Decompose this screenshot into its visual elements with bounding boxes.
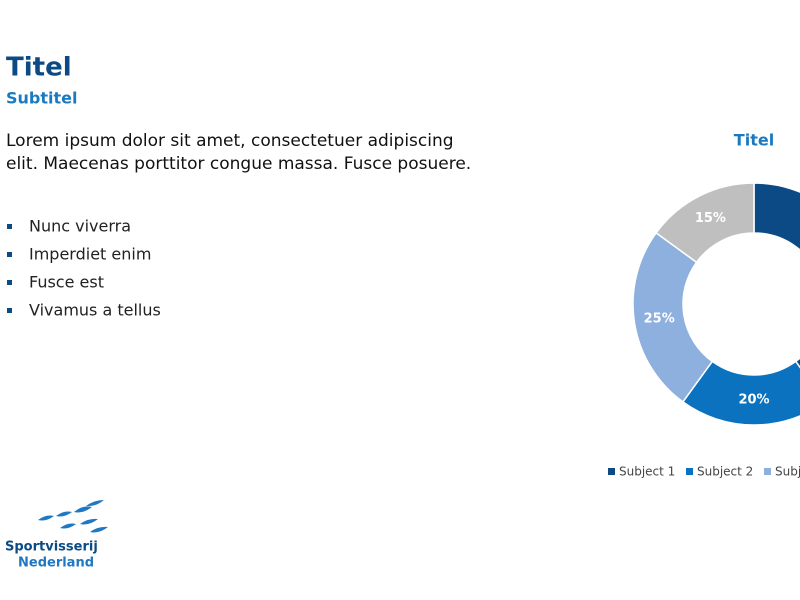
- bullet-marker: [7, 224, 12, 229]
- bullet-marker: [7, 308, 12, 313]
- legend-label: Subject 2: [697, 465, 753, 479]
- bullet-marker: [7, 252, 12, 257]
- legend-label: Subject 1: [619, 465, 675, 479]
- legend-swatch: [686, 468, 693, 475]
- logo: Sportvisserij Nederland: [5, 500, 108, 571]
- legend-swatch: [608, 468, 615, 475]
- bullet-marker: [7, 280, 12, 285]
- legend-label: Subject 3: [775, 465, 800, 479]
- bullet-text: Nunc viverra: [29, 217, 131, 236]
- donut-slice: [655, 182, 755, 264]
- logo-text: Nederland: [18, 556, 94, 571]
- paragraph-line: Lorem ipsum dolor sit amet, consectetuer…: [6, 131, 454, 151]
- donut-slice: [753, 182, 800, 369]
- bullet-text: Vivamus a tellus: [29, 301, 161, 320]
- data-label: 20%: [738, 393, 769, 408]
- logo-text: Sportvisserij: [5, 540, 98, 555]
- slide-subtitle: Subtitel: [6, 89, 77, 108]
- logo-fish: [38, 500, 108, 533]
- chart-title: Titel: [734, 131, 774, 150]
- data-label: 25%: [644, 312, 675, 327]
- data-label: 15%: [695, 211, 726, 226]
- slide-title: Titel: [6, 53, 72, 83]
- paragraph-line: elit. Maecenas porttitor congue massa. F…: [6, 154, 471, 174]
- donut-slice: [632, 231, 714, 403]
- legend-swatch: [764, 468, 771, 475]
- bullet-text: Fusce est: [29, 273, 104, 292]
- bullet-text: Imperdiet enim: [29, 245, 151, 264]
